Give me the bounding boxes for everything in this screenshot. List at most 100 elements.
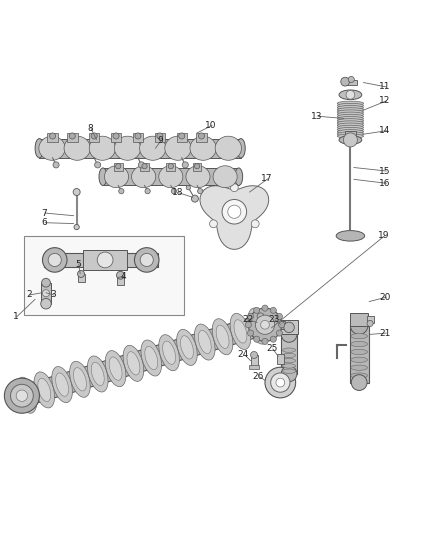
Circle shape xyxy=(245,322,251,328)
Circle shape xyxy=(11,384,33,407)
Ellipse shape xyxy=(351,373,367,378)
Ellipse shape xyxy=(337,130,364,134)
Circle shape xyxy=(262,338,268,344)
Circle shape xyxy=(251,351,258,359)
Text: 21: 21 xyxy=(379,328,391,337)
Ellipse shape xyxy=(74,368,86,391)
Circle shape xyxy=(270,307,276,313)
Text: 13: 13 xyxy=(311,112,322,121)
Ellipse shape xyxy=(337,103,364,108)
Ellipse shape xyxy=(337,112,364,117)
Circle shape xyxy=(157,133,163,139)
Circle shape xyxy=(91,133,97,139)
Ellipse shape xyxy=(198,330,211,354)
Circle shape xyxy=(97,252,113,268)
Bar xyxy=(89,133,99,142)
Circle shape xyxy=(209,220,217,228)
Bar xyxy=(117,275,124,285)
Circle shape xyxy=(271,373,290,392)
Circle shape xyxy=(49,133,56,139)
Ellipse shape xyxy=(194,324,215,360)
Text: 26: 26 xyxy=(253,373,264,382)
Circle shape xyxy=(247,330,254,336)
Circle shape xyxy=(145,189,150,194)
Circle shape xyxy=(74,224,79,230)
Ellipse shape xyxy=(212,319,233,355)
Bar xyxy=(276,321,285,329)
Ellipse shape xyxy=(39,136,65,160)
Ellipse shape xyxy=(283,353,296,358)
Ellipse shape xyxy=(337,119,364,123)
Ellipse shape xyxy=(337,117,364,121)
Circle shape xyxy=(276,378,285,387)
Text: 1: 1 xyxy=(13,312,19,321)
Circle shape xyxy=(119,189,124,194)
Circle shape xyxy=(117,271,124,279)
Circle shape xyxy=(42,248,67,272)
Circle shape xyxy=(230,184,238,191)
Circle shape xyxy=(171,189,177,194)
Ellipse shape xyxy=(283,369,296,374)
Circle shape xyxy=(257,313,264,320)
Ellipse shape xyxy=(351,365,367,370)
Bar xyxy=(345,131,356,140)
Circle shape xyxy=(367,320,373,327)
Circle shape xyxy=(262,305,268,311)
Circle shape xyxy=(343,133,357,147)
Circle shape xyxy=(113,133,119,139)
Ellipse shape xyxy=(165,136,191,160)
Circle shape xyxy=(276,313,283,319)
Polygon shape xyxy=(14,313,270,408)
Bar xyxy=(177,133,187,142)
Circle shape xyxy=(135,133,141,139)
Circle shape xyxy=(73,189,80,196)
Ellipse shape xyxy=(38,378,51,401)
Bar xyxy=(140,163,149,171)
Text: 3: 3 xyxy=(50,290,56,300)
Text: 15: 15 xyxy=(379,166,391,175)
Circle shape xyxy=(53,162,59,168)
Ellipse shape xyxy=(337,106,364,110)
Text: 11: 11 xyxy=(379,83,391,92)
Ellipse shape xyxy=(216,325,229,349)
Ellipse shape xyxy=(186,166,210,188)
Circle shape xyxy=(254,336,260,342)
Ellipse shape xyxy=(234,320,247,343)
Text: 19: 19 xyxy=(378,231,389,240)
Circle shape xyxy=(16,390,28,401)
Bar xyxy=(256,327,265,331)
Ellipse shape xyxy=(70,361,90,397)
Circle shape xyxy=(248,308,282,342)
Bar xyxy=(350,313,368,326)
Ellipse shape xyxy=(351,342,367,346)
Ellipse shape xyxy=(162,341,176,365)
Ellipse shape xyxy=(105,351,126,386)
Text: 7: 7 xyxy=(42,208,47,217)
Circle shape xyxy=(194,164,200,169)
Circle shape xyxy=(350,317,368,334)
Ellipse shape xyxy=(177,329,197,366)
Circle shape xyxy=(341,77,350,86)
Bar xyxy=(281,334,297,374)
Text: 24: 24 xyxy=(238,351,249,359)
Bar xyxy=(343,80,357,85)
Ellipse shape xyxy=(337,114,364,119)
Ellipse shape xyxy=(180,336,194,359)
Bar xyxy=(249,365,259,369)
Circle shape xyxy=(228,205,241,219)
Circle shape xyxy=(254,307,260,313)
Text: 2: 2 xyxy=(26,290,32,300)
Ellipse shape xyxy=(52,367,72,402)
Ellipse shape xyxy=(230,313,251,350)
Ellipse shape xyxy=(123,345,144,381)
Ellipse shape xyxy=(351,349,367,354)
Circle shape xyxy=(198,189,203,194)
Ellipse shape xyxy=(20,384,33,407)
Bar xyxy=(280,320,298,334)
Circle shape xyxy=(351,375,367,391)
Bar xyxy=(251,355,258,366)
Bar xyxy=(166,163,175,171)
Ellipse shape xyxy=(213,166,237,188)
Ellipse shape xyxy=(336,231,364,241)
Circle shape xyxy=(186,185,191,190)
